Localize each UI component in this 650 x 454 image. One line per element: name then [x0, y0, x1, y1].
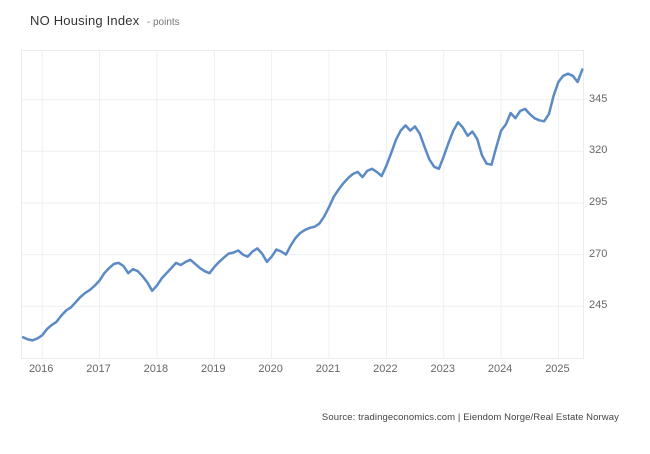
x-axis-tick-label: 2016 [28, 363, 54, 375]
y-axis-tick-label: 270 [589, 247, 608, 260]
x-axis-tick-label: 2017 [86, 363, 111, 375]
source-attribution: Source: tradingeconomics.com | Eiendom N… [321, 412, 619, 423]
y-axis-tick-label: 245 [589, 299, 608, 312]
x-axis-tick-label: 2019 [201, 363, 226, 375]
x-axis-tick-label: 2025 [545, 363, 570, 375]
chart-title: NO Housing Index [30, 13, 140, 28]
x-axis-tick-label: 2020 [258, 363, 283, 375]
x-axis-tick-label: 2021 [315, 363, 341, 375]
x-axis-tick-label: 2023 [430, 363, 455, 375]
chart-header: NO Housing Index - points [30, 12, 180, 30]
line-chart-canvas [21, 51, 584, 358]
y-axis-tick-label: 345 [589, 92, 608, 105]
housing-index-series-line [21, 68, 584, 342]
x-axis-tick-label: 2018 [143, 363, 169, 375]
chart-subtitle: - points [146, 17, 180, 28]
y-axis-tick-label: 320 [589, 144, 608, 157]
x-axis-tick-label: 2022 [373, 363, 398, 375]
y-axis-tick-label: 295 [589, 195, 608, 208]
x-axis-tick-label: 2024 [487, 363, 513, 375]
chart-plot-area[interactable] [21, 50, 584, 359]
